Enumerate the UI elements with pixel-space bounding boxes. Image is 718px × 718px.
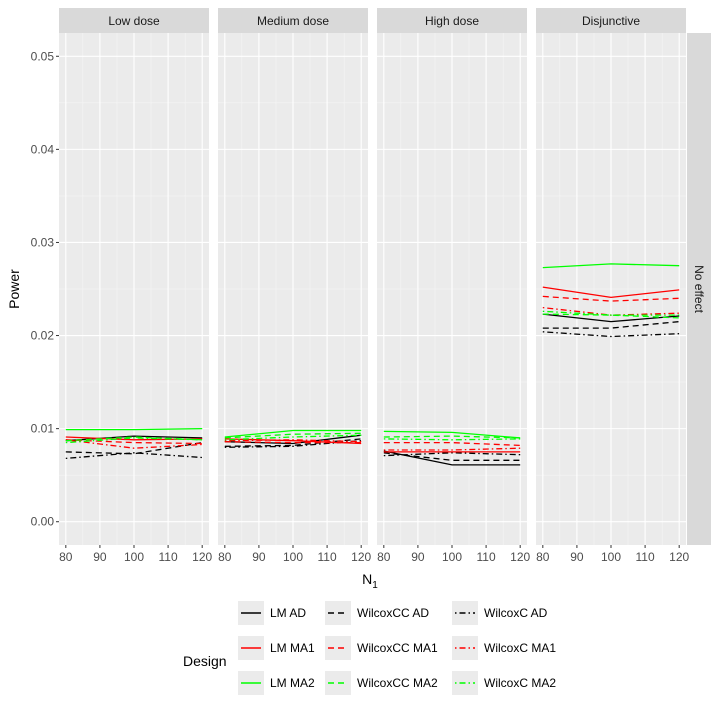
x-tick-label: 110 — [318, 550, 337, 564]
y-tick-label: 0.03 — [31, 235, 55, 249]
x-tick-label: 80 — [59, 550, 73, 564]
facet-strip — [218, 8, 368, 33]
legend-entry-label: LM MA2 — [270, 676, 315, 690]
facet-panel-3: High dose 80 90 100 110 120 — [377, 8, 531, 564]
x-tick-label: 120 — [192, 550, 212, 564]
series-line-lm-ad — [542, 313, 680, 323]
series-line-wilcoxc-ad — [383, 452, 521, 457]
y-axis-title: Power — [6, 269, 22, 309]
series-line-lm-ma1 — [542, 286, 680, 299]
y-tick-label: 0.02 — [31, 329, 55, 343]
series-line-wilcoxcc-ma2 — [383, 435, 521, 439]
series-line-wilcoxcc-ad — [542, 320, 680, 329]
series-line-wilcoxcc-ma1 — [542, 295, 680, 302]
series-line-wilcoxc-ma2 — [65, 437, 203, 444]
x-tick-label: 120 — [351, 550, 371, 564]
legend-entry-label: WilcoxCC MA1 — [357, 641, 438, 655]
facet-title: High dose — [425, 14, 479, 28]
x-tick-label: 110 — [477, 550, 496, 564]
x-tick-label: 100 — [124, 550, 144, 564]
x-tick-label: 90 — [93, 550, 107, 564]
facet-panel-2: Medium dose 80 90 100 110 120 — [218, 8, 372, 564]
series-line-wilcoxcc-ma2 — [224, 432, 362, 439]
legend-entry-label: WilcoxC MA1 — [484, 641, 556, 655]
x-tick-label: 90 — [252, 550, 266, 564]
legend-entry-label: WilcoxCC AD — [357, 606, 429, 620]
x-tick-label: 110 — [159, 550, 178, 564]
series-line-wilcoxc-ma1 — [383, 447, 521, 451]
facet-panel-4: Disjunctive 80 90 100 110 120 — [536, 8, 690, 564]
series-line-lm-ma2 — [542, 263, 680, 269]
x-tick-label: 80 — [218, 550, 232, 564]
x-tick-label: 120 — [669, 550, 689, 564]
legend-title: Design — [183, 653, 227, 669]
legend-entry-label: WilcoxC AD — [484, 606, 548, 620]
legend: Design LM AD WilcoxCC AD WilcoxC AD LM MA1 Wi… — [183, 601, 556, 695]
x-axis-title: N1 — [362, 571, 378, 591]
series-line-wilcoxc-ma2 — [383, 438, 521, 441]
series-line-wilcoxc-ma1 — [224, 439, 362, 443]
y-tick-label: 0.04 — [31, 142, 55, 156]
series-line-wilcoxc-ma2 — [224, 434, 362, 441]
series-line-wilcoxcc-ma1 — [383, 441, 521, 447]
y-tick-label: 0.05 — [31, 49, 55, 63]
x-tick-label: 110 — [636, 550, 655, 564]
series-line-wilcoxc-ad — [542, 331, 680, 338]
series-line-wilcoxc-ad — [65, 452, 203, 460]
legend-entry-label: LM AD — [270, 606, 306, 620]
x-tick-label: 80 — [377, 550, 391, 564]
series-line-wilcoxcc-ma2 — [542, 313, 680, 319]
x-tick-label: 90 — [570, 550, 584, 564]
x-tick-label: 100 — [442, 550, 462, 564]
legend-entry-label: LM MA1 — [270, 641, 315, 655]
series-line-wilcoxcc-ma1 — [224, 441, 362, 444]
series-line-lm-ma2 — [383, 430, 521, 439]
facet-panel-1: Low dose 80 90 100 110 120 — [59, 8, 213, 564]
x-tick-label: 120 — [510, 550, 530, 564]
facet-strip — [377, 8, 527, 33]
x-tick-label: 80 — [536, 550, 550, 564]
x-tick-label: 100 — [283, 550, 303, 564]
x-axis-title-main: N — [362, 571, 372, 587]
y-tick-label: 0.01 — [31, 422, 55, 436]
legend-entry-label: WilcoxC MA2 — [484, 676, 556, 690]
x-tick-label: 90 — [411, 550, 425, 564]
facet-strip — [59, 8, 209, 33]
facet-title: Medium dose — [257, 14, 329, 28]
x-axis-title-subscript: 1 — [372, 580, 378, 591]
legend-entry-label: WilcoxCC MA2 — [357, 676, 438, 690]
series-line-wilcoxc-ma2 — [542, 310, 680, 316]
facet-title: Disjunctive — [582, 14, 640, 28]
x-tick-label: 100 — [601, 550, 621, 564]
series-line-lm-ma2 — [224, 429, 362, 438]
y-tick-label: 0.00 — [31, 515, 55, 529]
facet-title: Low dose — [108, 14, 160, 28]
row-strip — [687, 33, 711, 545]
row-strip-label: No effect — [692, 265, 706, 313]
series-line-wilcoxc-ma1 — [65, 439, 203, 449]
facet-strip — [536, 8, 686, 33]
series-line-lm-ma2 — [65, 427, 203, 431]
